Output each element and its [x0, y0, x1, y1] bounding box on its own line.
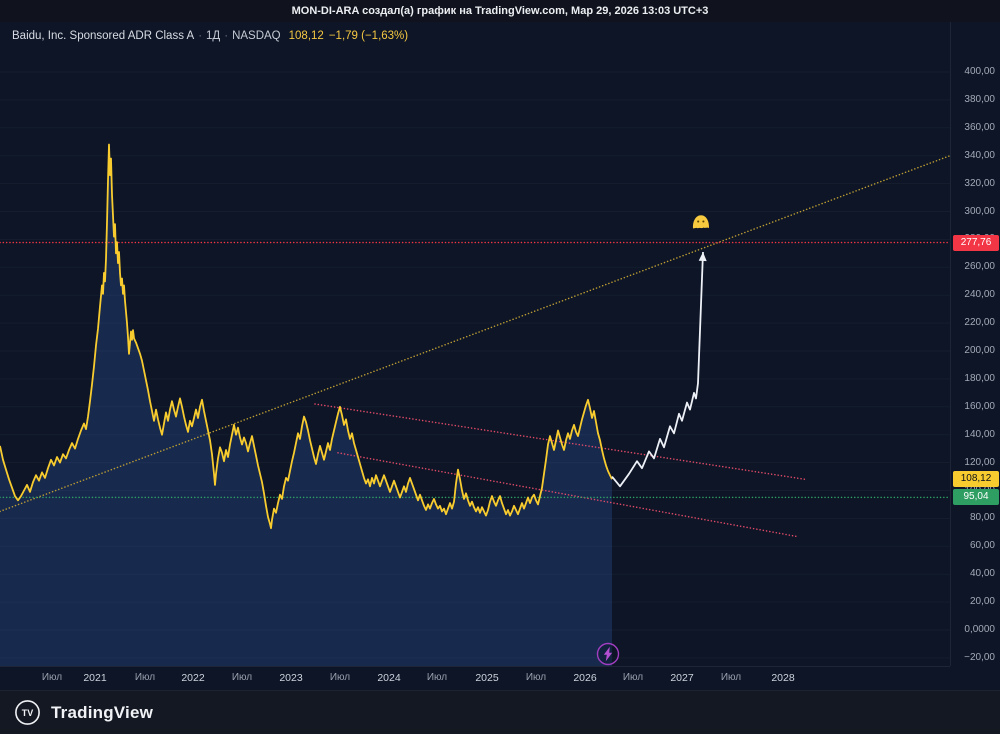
symbol-legend[interactable]: Baidu, Inc. Sponsored ADR Class A · 1Д · NAS…	[12, 30, 413, 42]
time-tick-label: 2022	[181, 672, 205, 684]
price-tick-label: 340,00	[964, 149, 995, 161]
symbol-interval: 1Д	[206, 30, 221, 42]
attribution-bar: MON-DI-ARA создал(а) график на TradingVi…	[0, 0, 1000, 22]
time-tick-label: Июл	[134, 672, 156, 683]
trendline-descending-pink-upper[interactable]	[314, 403, 806, 481]
price-tick-label: 0,0000	[964, 624, 995, 635]
time-tick-label: 2021	[83, 672, 107, 684]
time-tick-label: 2026	[573, 672, 597, 684]
price-badge[interactable]: 277,76	[953, 234, 999, 251]
price-tick-label: 200,00	[964, 345, 995, 356]
trendline-ascending-yellow[interactable]	[0, 154, 950, 513]
price-tick-label: 120,00	[964, 456, 995, 468]
price-tick-label: 380,00	[964, 93, 995, 105]
trendline-descending-pink-lower[interactable]	[337, 452, 798, 538]
time-tick-label: Июл	[720, 672, 742, 683]
time-tick-label: Июл	[231, 672, 253, 683]
flash-event-button[interactable]	[596, 642, 620, 666]
price-badge[interactable]: 95,04	[953, 489, 999, 506]
price-tick-label: 80,00	[969, 512, 995, 524]
price-tick-label: 360,00	[964, 121, 995, 133]
time-tick-label: Июл	[41, 672, 63, 683]
projection-arrowhead	[698, 252, 707, 262]
tradingview-brand[interactable]: TradingView	[51, 702, 154, 722]
time-tick-label: 2024	[377, 672, 401, 684]
symbol-title: Baidu, Inc. Sponsored ADR Class A	[12, 30, 195, 42]
time-tick-label: 2027	[670, 672, 694, 684]
price-tick-label: 140,00	[964, 428, 995, 440]
time-tick-label: Июл	[426, 672, 448, 683]
price-tick-label: 400,00	[964, 66, 995, 77]
sticker-emoji[interactable]	[692, 215, 710, 229]
price-tick-label: 20,00	[969, 596, 995, 608]
price-badge[interactable]: 108,12	[953, 471, 999, 488]
price-tick-label: 160,00	[964, 400, 995, 412]
price-tick-label: 300,00	[964, 205, 995, 217]
price-tick-label: 40,00	[969, 568, 995, 580]
price-change-value: −1,79 (−1,63%)	[328, 30, 409, 42]
price-tick-label: −20,00	[964, 651, 995, 663]
price-area-fill	[0, 144, 612, 666]
legend-separator: ·	[224, 30, 229, 42]
time-tick-label: Июл	[622, 672, 644, 683]
price-tick-label: 260,00	[964, 261, 995, 273]
projection-arrow[interactable]	[611, 251, 704, 488]
time-tick-label: 2028	[771, 672, 795, 684]
time-tick-label: Июл	[329, 672, 351, 683]
time-tick-label: 2025	[475, 672, 499, 684]
price-line	[0, 143, 613, 530]
tradingview-logo-icon[interactable]: TV	[14, 699, 41, 726]
price-tick-label: 320,00	[964, 177, 995, 189]
time-tick-label: Июл	[525, 672, 547, 683]
time-tick-label: 2023	[279, 672, 303, 684]
svg-text:TV: TV	[22, 708, 34, 718]
last-price-value: 108,12	[288, 30, 324, 42]
legend-separator: ·	[198, 30, 203, 42]
symbol-exchange: NASDAQ	[232, 30, 281, 42]
attribution-text: MON-DI-ARA создал(а) график на TradingVi…	[291, 5, 709, 17]
footer-bar: TV TradingView	[0, 690, 1000, 734]
price-tick-label: 240,00	[964, 289, 995, 301]
price-tick-label: 60,00	[969, 540, 995, 552]
price-tick-label: 220,00	[964, 317, 995, 329]
price-axis[interactable]: 400,00380,00360,00340,00320,00300,00280,…	[950, 22, 1000, 666]
time-axis[interactable]: Июл 2021 Июл 2022 Июл 2023 Июл 2024 Июл 2025 Июл 20…	[0, 666, 950, 691]
price-tick-label: 180,00	[964, 372, 995, 384]
